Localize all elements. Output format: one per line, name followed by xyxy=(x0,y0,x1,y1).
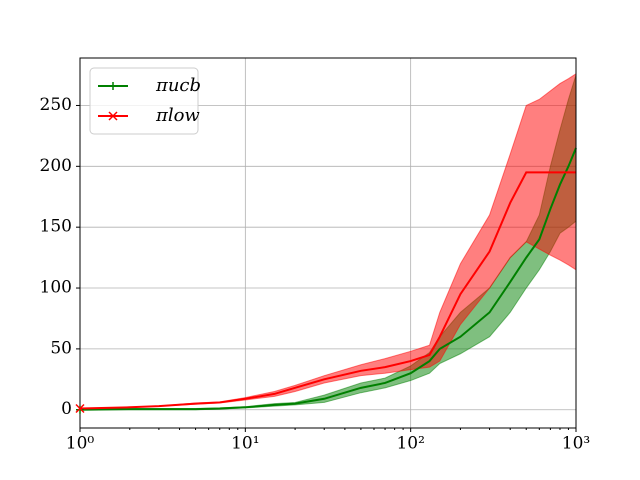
y-tick-label: 150 xyxy=(40,217,72,237)
legend-box xyxy=(89,67,199,135)
x-tick-label: 10¹ xyxy=(231,434,259,454)
legend-label: πlow xyxy=(155,105,200,126)
x-tick-label: 10³ xyxy=(562,434,590,454)
lines xyxy=(79,147,577,411)
plot-frame xyxy=(79,57,577,429)
y-tick-label: 100 xyxy=(40,278,72,298)
series-marker xyxy=(75,403,85,414)
y-tick-label: 250 xyxy=(40,95,72,115)
legend-marker xyxy=(109,82,117,90)
x-tick-label: 10² xyxy=(396,434,424,454)
x-tick-label: 10⁰ xyxy=(66,434,95,454)
series-line xyxy=(79,147,577,411)
y-tick-label: 200 xyxy=(40,156,72,176)
y-tick-label: 0 xyxy=(61,399,72,419)
series-line xyxy=(79,171,576,410)
series-marker xyxy=(76,405,84,414)
legend-label: πucb xyxy=(155,75,201,96)
y-tick-label: 50 xyxy=(50,338,72,358)
legend-marker xyxy=(108,111,118,121)
